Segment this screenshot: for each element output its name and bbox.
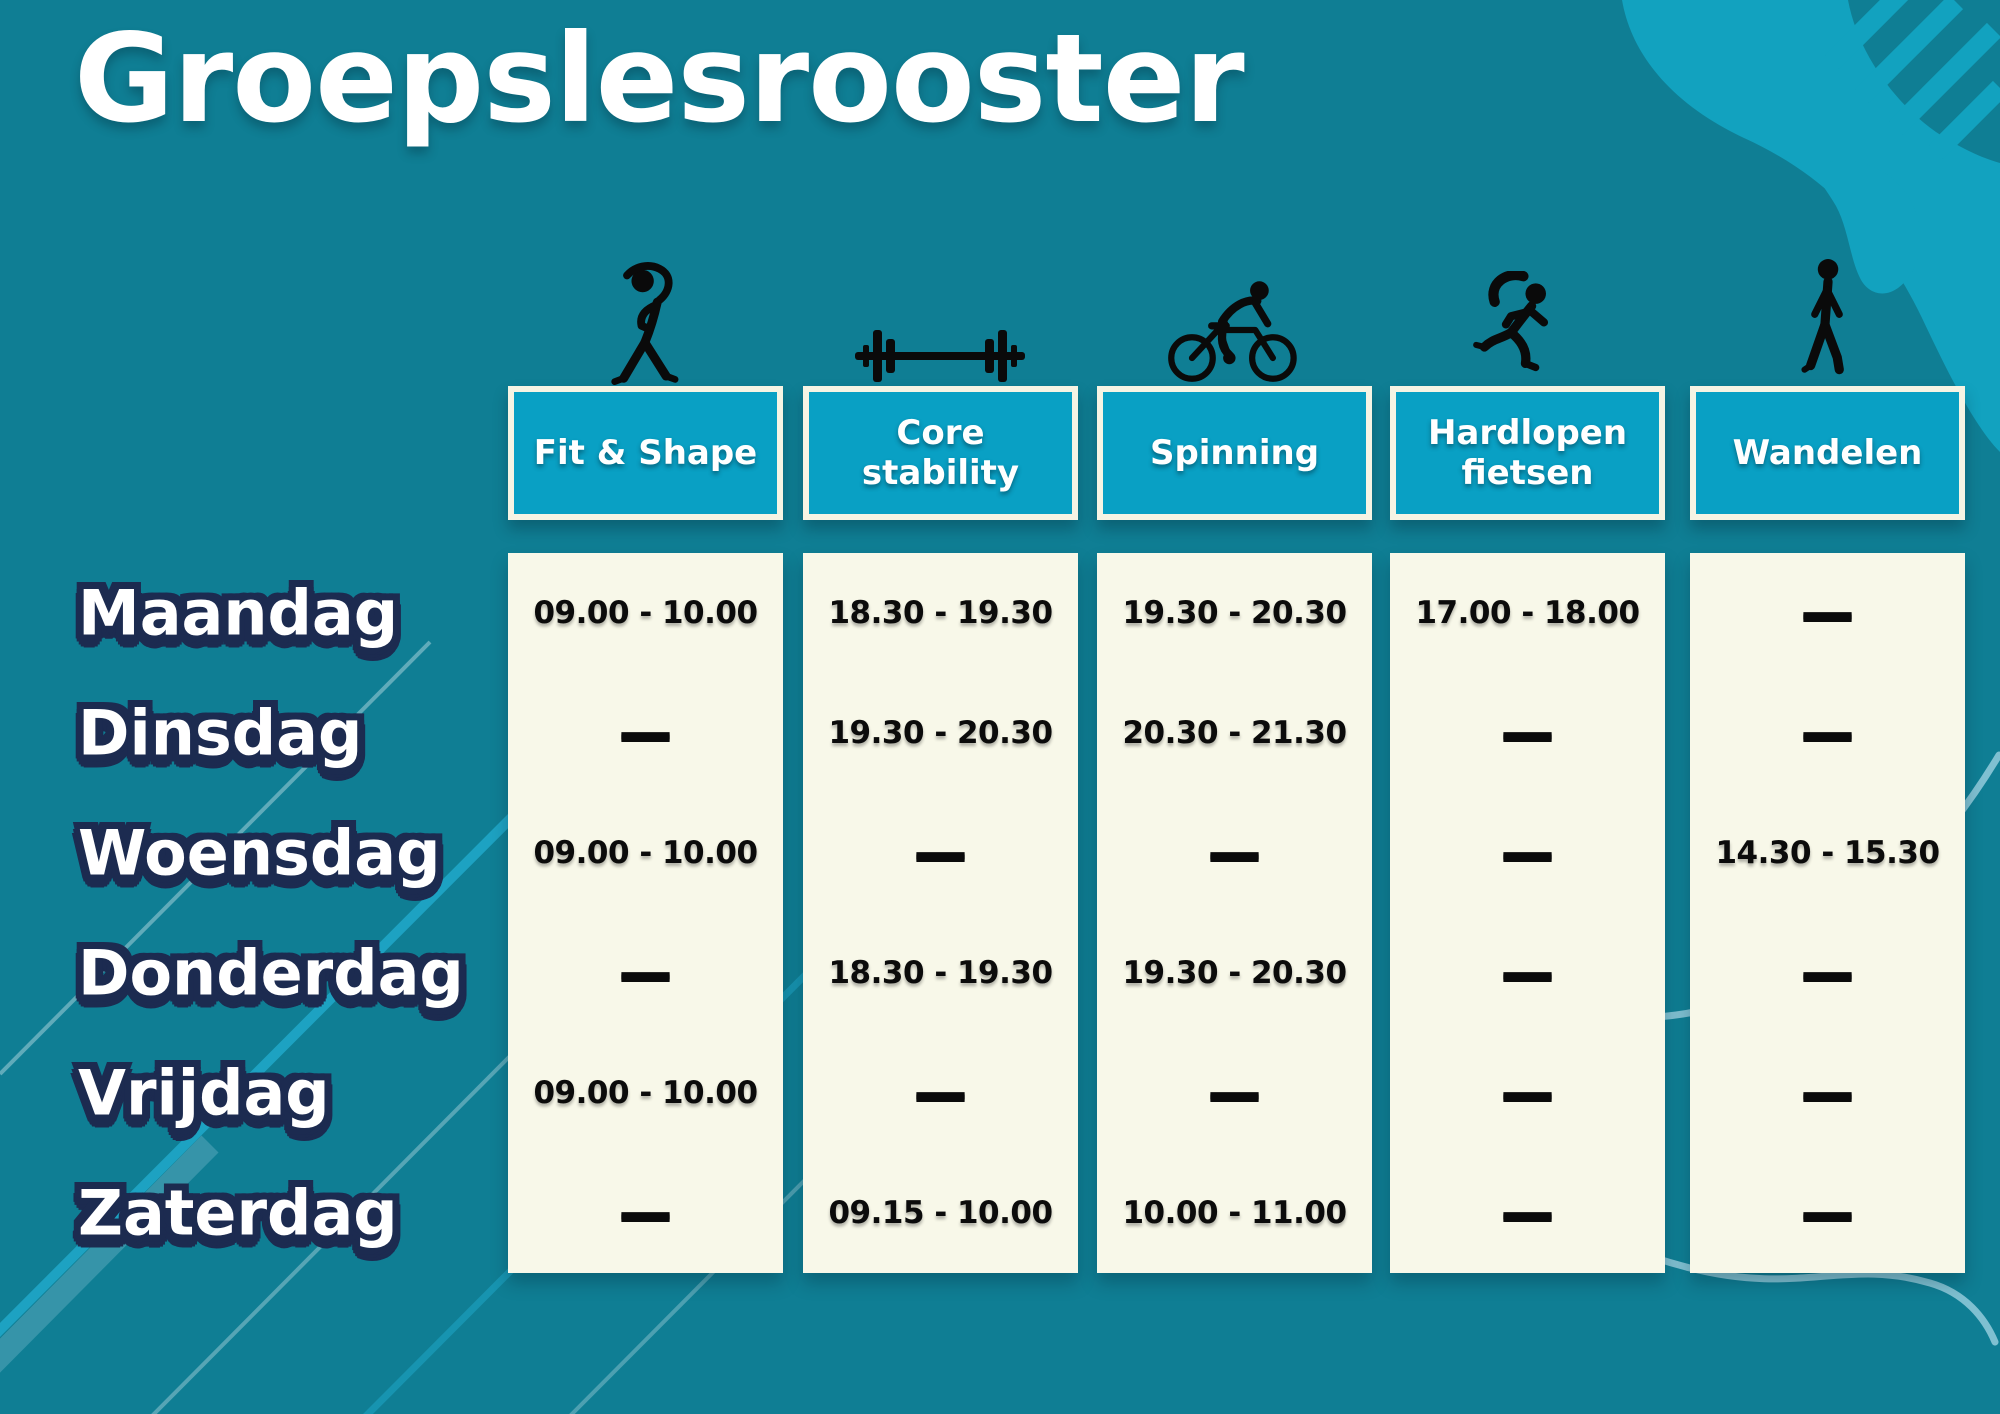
barbell-icon	[855, 330, 1025, 382]
day-label-woensdag: Woensdag	[78, 816, 441, 890]
schedule-cell: —	[1800, 1181, 1855, 1245]
schedule-cell: —	[1500, 941, 1555, 1005]
schedule-cell: —	[1207, 821, 1262, 885]
schedule-cell: —	[1500, 821, 1555, 885]
schedule-cell: 09.15 - 10.00	[828, 1195, 1053, 1231]
schedule-cell: 19.30 - 20.30	[1122, 955, 1347, 991]
day-label-vrijdag: Vrijdag	[78, 1056, 330, 1130]
column-header-core-stability: Core stability	[803, 386, 1078, 520]
column-header-wandelen: Wandelen	[1690, 386, 1965, 520]
schedule-cell: —	[1500, 1061, 1555, 1125]
runner-icon	[1473, 271, 1549, 372]
schedule-cell: 14.30 - 15.30	[1715, 835, 1940, 871]
column-header-spinning: Spinning	[1097, 386, 1372, 520]
column-header-hardlopen-fietsen: Hardlopen fietsen	[1390, 386, 1665, 520]
walking-person-icon	[1801, 259, 1844, 375]
day-label-dinsdag: Dinsdag	[78, 696, 363, 770]
schedule-cell: —	[618, 1181, 673, 1245]
page-title: Groepslesrooster	[74, 8, 1245, 150]
schedule-cell: 20.30 - 21.30	[1122, 715, 1347, 751]
day-label-donderdag: Donderdag	[78, 936, 464, 1010]
column-hardlopen-fietsen: 17.00 - 18.00 — — — — —	[1390, 553, 1665, 1273]
schedule-cell: —	[1800, 1061, 1855, 1125]
column-core-stability: 18.30 - 19.30 19.30 - 20.30 — 18.30 - 19…	[803, 553, 1078, 1273]
schedule-cell: —	[1500, 1181, 1555, 1245]
schedule-cell: 18.30 - 19.30	[828, 595, 1053, 631]
cyclist-icon	[1168, 281, 1297, 382]
schedule-cell: —	[1500, 701, 1555, 765]
schedule-cell: —	[1800, 941, 1855, 1005]
day-label-maandag: Maandag	[78, 576, 399, 650]
schedule-cell: 09.00 - 10.00	[533, 595, 758, 631]
schedule-cell: —	[618, 701, 673, 765]
schedule-cell: 19.30 - 20.30	[828, 715, 1053, 751]
column-header-fit-shape: Fit & Shape	[508, 386, 783, 520]
schedule-cell: 18.30 - 19.30	[828, 955, 1053, 991]
column-wandelen: — — 14.30 - 15.30 — — —	[1690, 553, 1965, 1273]
schedule-cell: —	[1800, 581, 1855, 645]
stretching-person-icon	[611, 262, 679, 385]
schedule-cell: 09.00 - 10.00	[533, 1075, 758, 1111]
schedule-cell: —	[913, 1061, 968, 1125]
schedule-cell: 10.00 - 11.00	[1122, 1195, 1347, 1231]
schedule-cell: —	[618, 941, 673, 1005]
schedule-cell: —	[1207, 1061, 1262, 1125]
day-label-zaterdag: Zaterdag	[78, 1176, 398, 1250]
column-fit-shape: 09.00 - 10.00 — 09.00 - 10.00 — 09.00 - …	[508, 553, 783, 1273]
schedule-cell: 19.30 - 20.30	[1122, 595, 1347, 631]
schedule-cell: 09.00 - 10.00	[533, 835, 758, 871]
schedule-cell: —	[913, 821, 968, 885]
column-spinning: 19.30 - 20.30 20.30 - 21.30 — 19.30 - 20…	[1097, 553, 1372, 1273]
schedule-cell: 17.00 - 18.00	[1415, 595, 1640, 631]
schedule-cell: —	[1800, 701, 1855, 765]
